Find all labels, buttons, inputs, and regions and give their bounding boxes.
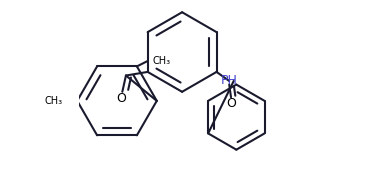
Text: CH₃: CH₃ <box>152 56 171 66</box>
Text: PH: PH <box>221 75 238 87</box>
Text: O: O <box>116 92 126 105</box>
Text: CH₃: CH₃ <box>45 96 63 106</box>
Text: O: O <box>226 97 236 110</box>
